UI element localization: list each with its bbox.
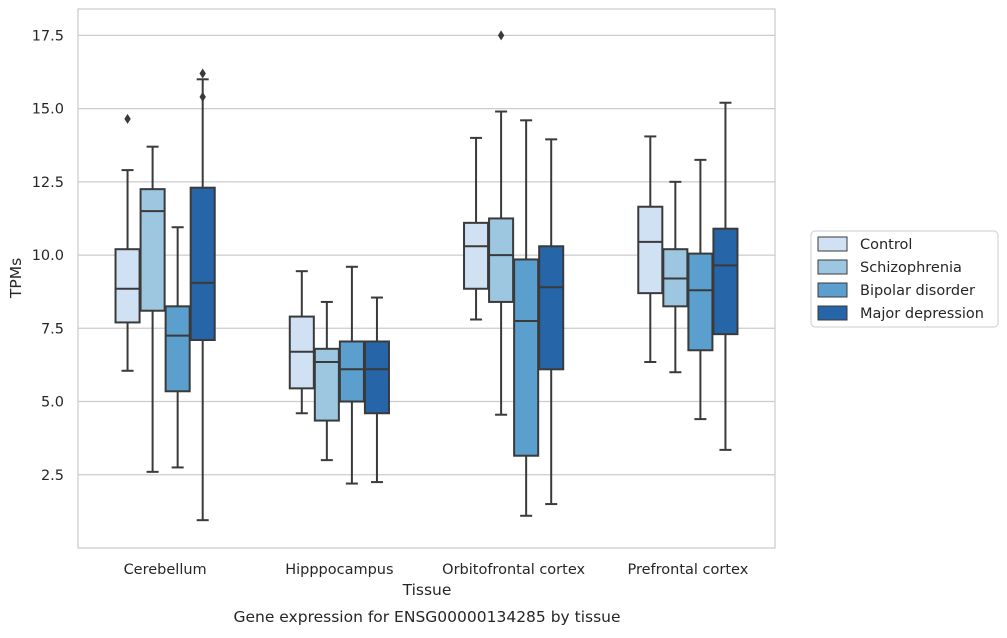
legend-swatch	[817, 236, 848, 252]
legend-frame	[810, 230, 999, 328]
legend-label: Bipolar disorder	[860, 283, 975, 299]
legend-swatch	[817, 305, 848, 321]
y-tick-label: 5.0	[41, 395, 64, 411]
legend-swatch	[817, 282, 848, 298]
x-tick-label: Prefrontal cortex	[627, 562, 748, 578]
y-tick-labels: 2.5 5.0 7.5 10.0 12.5 15.0 17.5	[32, 28, 64, 483]
box-schizophrenia	[662, 180, 689, 374]
y-tick-label: 10.0	[32, 248, 64, 264]
box-bipolar-disorder	[687, 158, 714, 421]
y-tick-label: 2.5	[41, 468, 64, 484]
legend: Control Schizophrenia Bipolar disorder Majo…	[810, 230, 999, 328]
box-control	[463, 136, 490, 321]
box-bipolar-disorder	[513, 119, 540, 517]
box-bipolar-disorder	[338, 265, 365, 485]
outlier-point	[199, 91, 206, 102]
legend-items: Control Schizophrenia Bipolar disorder Majo…	[817, 236, 984, 322]
box-control	[288, 270, 315, 415]
box-body	[139, 188, 166, 312]
y-axis-label: TPMs	[7, 258, 25, 299]
box-body	[463, 221, 490, 290]
box-bipolar-disorder	[164, 226, 191, 469]
box-body	[637, 205, 664, 295]
outlier-point	[124, 113, 131, 124]
x-axis-label: Tissue	[402, 581, 452, 599]
box-schizophrenia	[139, 145, 166, 473]
box-body	[513, 258, 540, 457]
y-tick-label: 12.5	[32, 175, 64, 191]
box-schizophrenia	[488, 30, 515, 416]
legend-label: Major depression	[860, 306, 984, 322]
box-layer	[114, 30, 739, 522]
y-tick-label: 17.5	[32, 28, 64, 44]
chart-caption: Gene expression for ENSG00000134285 by t…	[233, 608, 620, 626]
box-major-depression	[538, 138, 565, 506]
box-body	[687, 252, 714, 352]
box-body	[189, 186, 216, 342]
outlier-point	[497, 30, 505, 41]
box-major-depression	[189, 68, 216, 522]
y-tick-label: 7.5	[41, 321, 64, 337]
legend-swatch	[817, 259, 848, 275]
box-control	[637, 135, 664, 363]
box-schizophrenia	[313, 300, 340, 462]
box-body	[338, 340, 365, 403]
x-tick-label: Hipppocampus	[285, 562, 393, 578]
box-body	[488, 217, 515, 303]
box-body	[538, 245, 565, 371]
legend-label: Control	[860, 237, 912, 253]
box-body	[114, 248, 141, 324]
x-tick-labels: Cerebellum Hipppocampus Orbitofrontal cort…	[124, 562, 749, 578]
box-body	[712, 227, 739, 336]
box-major-depression	[363, 296, 390, 484]
plot-frame	[77, 8, 776, 549]
x-tick-label: Cerebellum	[124, 562, 207, 578]
legend-label: Schizophrenia	[860, 260, 962, 276]
box-body	[363, 340, 390, 415]
x-tick-label: Orbitofrontal cortex	[442, 562, 585, 578]
y-tick-label: 15.0	[32, 102, 64, 118]
box-body	[313, 347, 340, 422]
box-control	[114, 113, 141, 372]
outlier-point	[199, 68, 206, 79]
box-major-depression	[712, 101, 739, 451]
box-body	[164, 305, 191, 393]
